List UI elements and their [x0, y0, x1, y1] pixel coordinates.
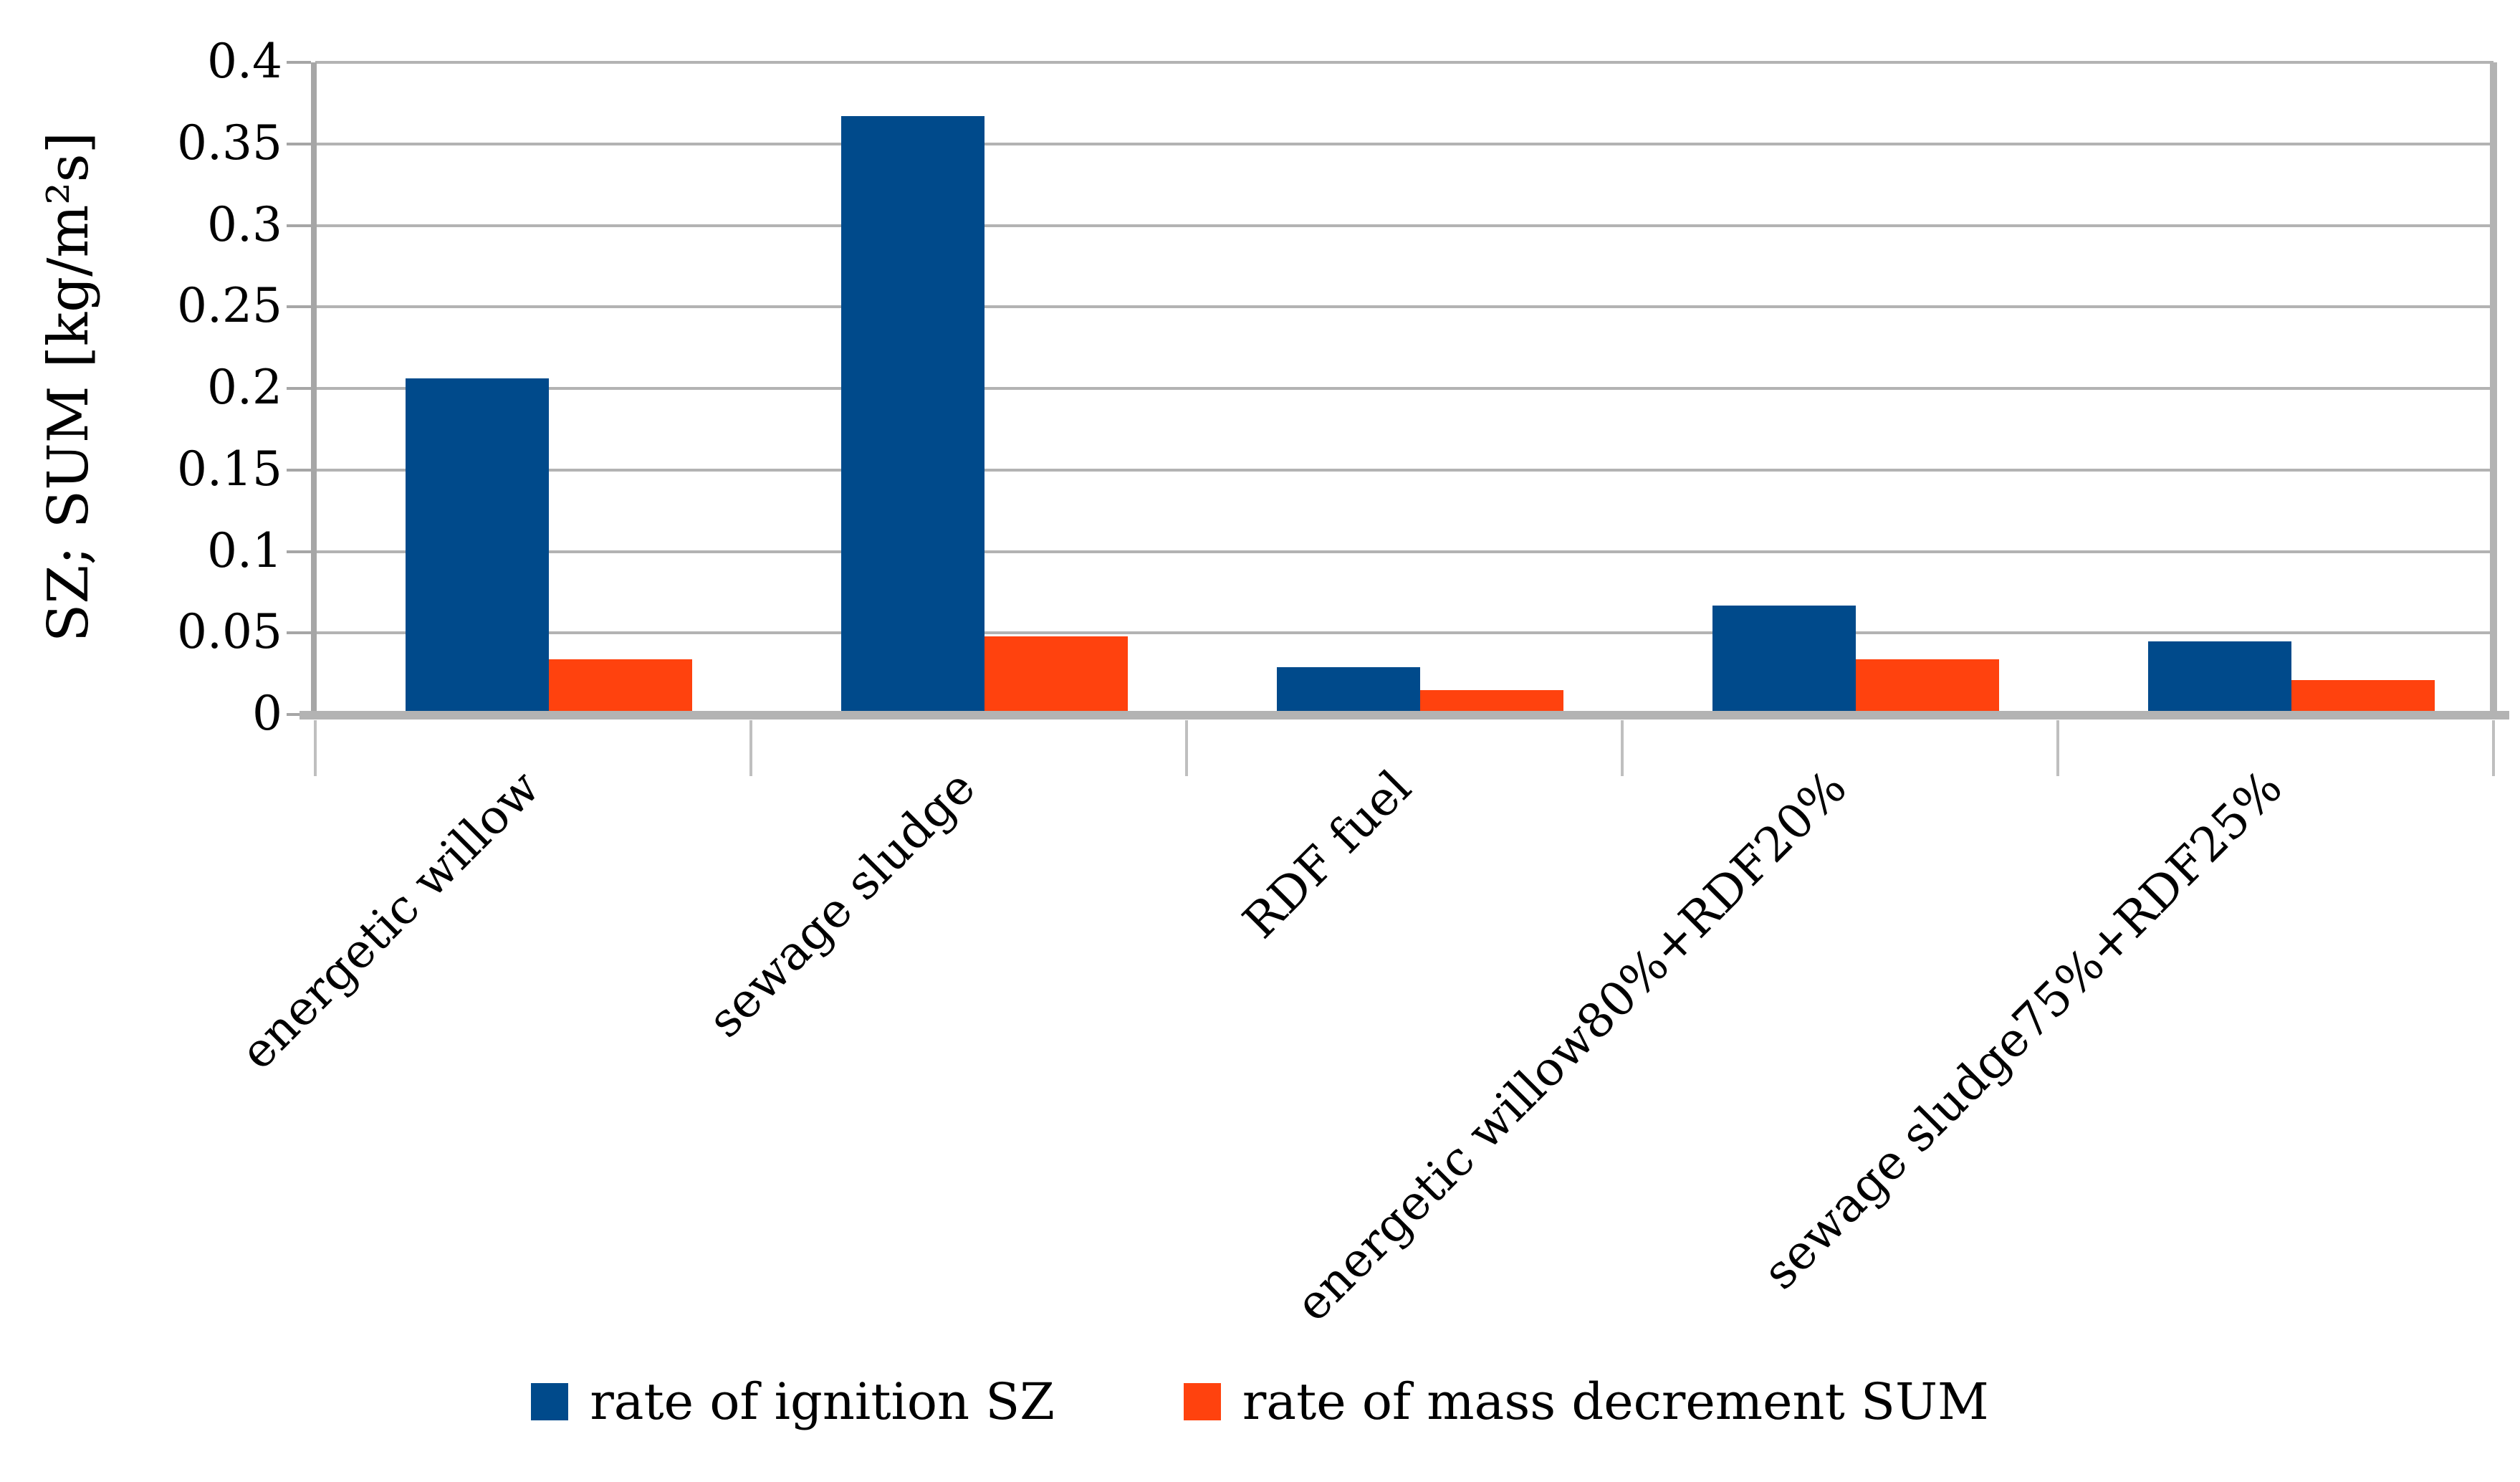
legend-item-rate-of-mass-decrement-sum: rate of mass decrement SUM: [1183, 1372, 1989, 1431]
y-tick-label: 0.25: [177, 278, 282, 334]
y-axis-tick-mark: [287, 387, 311, 390]
bar-rate-of-ignition-sz: [1712, 605, 1856, 714]
x-category-label: sewage sludge75%+RDF25%: [0, 760, 2293, 1300]
y-tick-label: 0.3: [207, 196, 282, 252]
legend: rate of ignition SZ rate of mass decremen…: [0, 1375, 2520, 1429]
y-tick-label: 0.15: [177, 441, 282, 497]
y-axis-tick-mark: [287, 468, 311, 472]
x-axis-tick-mark: [749, 720, 752, 776]
gridline: [315, 550, 2493, 553]
x-axis-line: [300, 711, 2509, 720]
gridline: [315, 468, 2493, 472]
x-axis-tick-mark: [2492, 720, 2495, 776]
gridline: [315, 61, 2493, 64]
legend-item-rate-of-ignition-sz: rate of ignition SZ: [531, 1375, 1055, 1429]
gridline: [315, 224, 2493, 227]
y-axis-tick-mark: [287, 631, 311, 635]
legend-label: rate of ignition SZ: [590, 1372, 1055, 1431]
x-category-label-text: sewage sludge75%+RDF25%: [1752, 760, 2293, 1301]
x-axis-tick-mark: [1621, 720, 1624, 776]
y-tick-label: 0.1: [207, 522, 282, 578]
bar-rate-of-ignition-sz: [841, 116, 984, 714]
gridline: [315, 305, 2493, 309]
y-tick-label: 0.2: [207, 360, 282, 415]
x-axis-tick-mark: [1185, 720, 1188, 776]
bar-rate-of-mass-decrement-sum: [549, 659, 692, 714]
y-axis-tick-mark: [287, 61, 311, 64]
gridline: [315, 142, 2493, 145]
bar-rate-of-ignition-sz: [2148, 641, 2291, 714]
gridline: [315, 631, 2493, 635]
bar-rate-of-mass-decrement-sum: [984, 636, 1128, 714]
y-axis-tick-mark: [287, 713, 311, 716]
y-axis-line: [311, 62, 317, 714]
bar-rate-of-ignition-sz: [406, 378, 549, 714]
bar-rate-of-mass-decrement-sum: [1856, 659, 1999, 714]
y-tick-label: 0.05: [177, 604, 282, 660]
plot-right-border: [2490, 62, 2497, 714]
y-axis-tick-mark: [287, 550, 311, 553]
y-tick-label: 0: [252, 686, 282, 741]
bar-rate-of-mass-decrement-sum: [2291, 680, 2435, 714]
legend-label: rate of mass decrement SUM: [1242, 1372, 1989, 1431]
legend-swatch-rate-of-mass-decrement-sum: [1183, 1383, 1221, 1420]
y-axis-tick-mark: [287, 224, 311, 227]
y-axis-tick-mark: [287, 305, 311, 309]
bar-rate-of-ignition-sz: [1277, 667, 1420, 714]
plot-area: [311, 61, 2497, 714]
legend-swatch-rate-of-ignition-sz: [531, 1383, 569, 1420]
x-axis-tick-mark: [2056, 720, 2059, 776]
gridline: [315, 387, 2493, 390]
y-tick-label: 0.35: [177, 115, 282, 171]
bar-rate-of-mass-decrement-sum: [1420, 689, 1563, 714]
x-axis-tick-mark: [314, 720, 317, 776]
y-tick-label: 0.4: [207, 34, 282, 89]
y-axis-tick-mark: [287, 142, 311, 145]
